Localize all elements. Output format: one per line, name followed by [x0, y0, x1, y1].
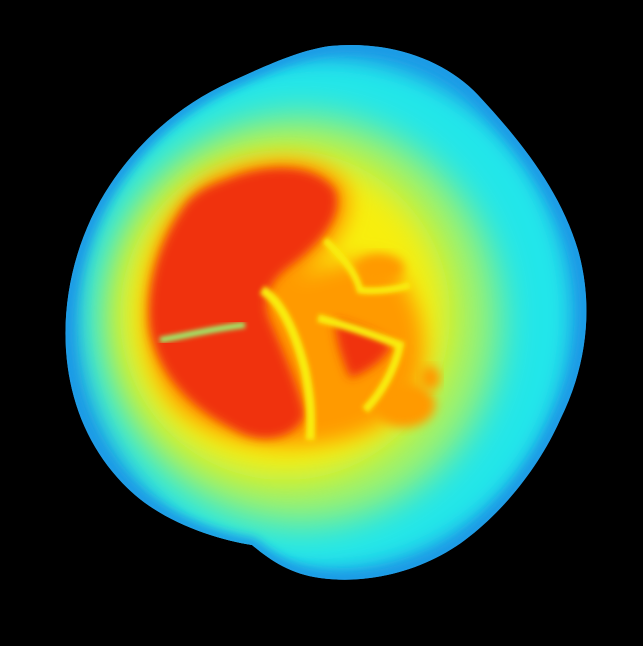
ridge-1: [259, 286, 316, 441]
zone-hot-spot-1: [356, 254, 404, 282]
rim-shade: [65, 44, 587, 580]
zone-core-left: [149, 167, 338, 439]
ridge-4: [159, 322, 246, 343]
ridge-3: [322, 237, 412, 295]
zone-hot-spot-3: [420, 366, 440, 390]
zone-hot-spot-2: [375, 383, 435, 427]
zone-core-center: [335, 320, 392, 378]
ridge-2: [316, 314, 405, 413]
